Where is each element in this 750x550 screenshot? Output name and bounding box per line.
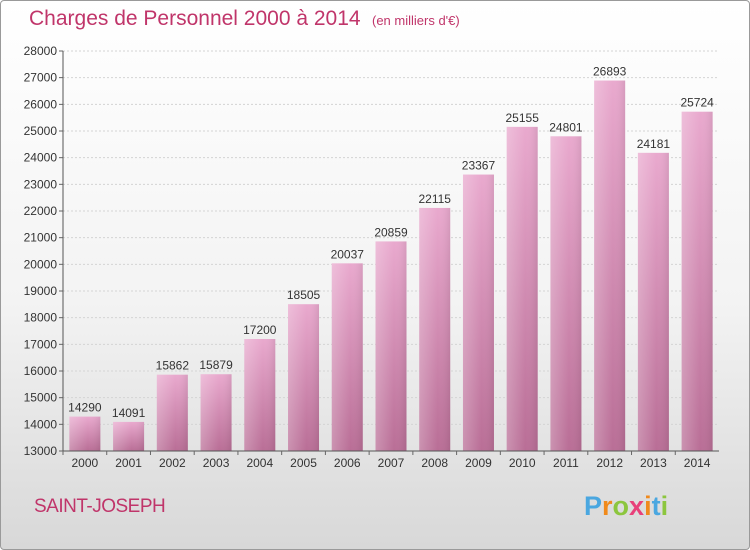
bar-shade [200, 374, 232, 451]
x-tick-label: 2009 [465, 456, 492, 470]
data-label: 17200 [243, 323, 277, 337]
bar-shade [462, 174, 494, 451]
bar-shade [244, 339, 276, 451]
x-tick-label: 2013 [640, 456, 667, 470]
x-tick-label: 2003 [203, 456, 230, 470]
chart-title: Charges de Personnel 2000 à 2014 [29, 7, 361, 30]
y-tick-label: 27000 [24, 71, 58, 85]
data-label: 18505 [287, 288, 321, 302]
bar-shade [113, 421, 145, 451]
y-tick-label: 24000 [24, 151, 58, 165]
logo-letter: i [660, 491, 669, 521]
x-tick-label: 2006 [334, 456, 361, 470]
proxiti-logo: Proxiti [584, 491, 668, 522]
bar-shade [550, 136, 582, 451]
logo-letter: t [651, 491, 661, 521]
bar-shade [375, 241, 407, 451]
data-label: 23367 [462, 159, 496, 173]
y-tick-label: 20000 [24, 257, 58, 271]
logo-letter: r [602, 491, 613, 521]
data-label: 22115 [418, 192, 451, 206]
y-tick-label: 17000 [24, 337, 58, 351]
city-name: SAINT-JOSEPH [34, 496, 166, 517]
y-tick-label: 25000 [24, 124, 58, 138]
bar-shade [331, 263, 363, 451]
y-tick-label: 19000 [24, 284, 58, 298]
data-label: 24181 [637, 137, 671, 151]
bar-shade [156, 374, 188, 451]
data-label: 25155 [506, 111, 540, 125]
data-label: 24801 [549, 120, 583, 134]
x-tick-label: 2014 [684, 456, 711, 470]
x-tick-label: 2012 [596, 456, 623, 470]
logo-letter: o [612, 491, 630, 521]
logo-letter: i [644, 491, 652, 521]
x-tick-label: 2000 [72, 456, 99, 470]
y-tick-label: 28000 [24, 44, 58, 58]
bar-shade [594, 80, 626, 452]
data-label: 20859 [374, 225, 408, 239]
data-label: 15879 [199, 358, 233, 372]
data-label: 25724 [680, 96, 714, 110]
x-tick-label: 2005 [290, 456, 317, 470]
logo-letter: P [584, 491, 603, 521]
data-label: 26893 [593, 65, 627, 79]
bar-shade [506, 126, 538, 451]
chart-subtitle: (en milliers d'€) [372, 13, 460, 28]
x-tick-label: 2010 [509, 456, 536, 470]
y-tick-label: 21000 [24, 231, 58, 245]
y-tick-label: 14000 [24, 417, 58, 431]
x-tick-label: 2007 [378, 456, 405, 470]
y-tick-label: 16000 [24, 364, 58, 378]
bar-shade [681, 111, 713, 452]
bar-shade [419, 207, 451, 451]
bar-shade [69, 416, 101, 451]
data-label: 20037 [331, 247, 365, 261]
x-tick-label: 2011 [553, 456, 579, 470]
bar-shade [288, 304, 320, 451]
x-tick-label: 2004 [246, 456, 273, 470]
y-tick-label: 22000 [24, 204, 58, 218]
x-tick-label: 2008 [421, 456, 448, 470]
logo-letter: x [629, 491, 645, 521]
x-tick-label: 2002 [159, 456, 186, 470]
y-tick-label: 18000 [24, 311, 58, 325]
y-tick-label: 15000 [24, 391, 58, 405]
data-label: 14290 [68, 401, 102, 415]
y-tick-label: 13000 [24, 444, 58, 458]
y-tick-label: 26000 [24, 97, 58, 111]
y-tick-label: 23000 [24, 177, 58, 191]
data-label: 15862 [156, 359, 190, 373]
bar-shade [637, 152, 669, 451]
x-tick-label: 2001 [115, 456, 142, 470]
data-label: 14091 [112, 406, 146, 420]
